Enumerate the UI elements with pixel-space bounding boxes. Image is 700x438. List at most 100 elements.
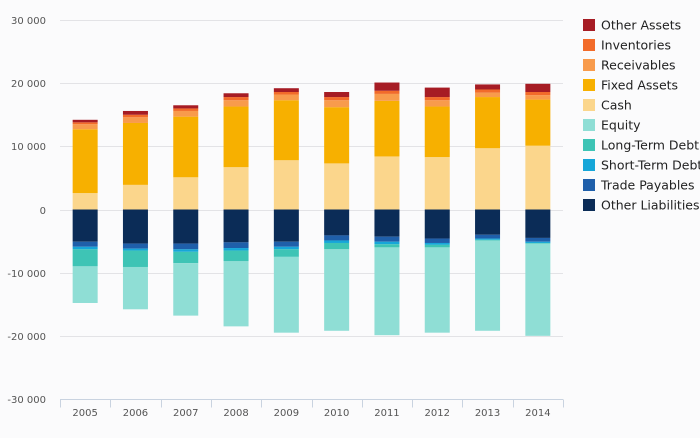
bar-segment <box>424 97 450 101</box>
bar-segment <box>122 243 148 249</box>
bar-segment <box>223 167 249 210</box>
bar-segment <box>324 92 350 98</box>
x-tick-label: 2014 <box>525 408 550 419</box>
bar-segment <box>424 247 450 333</box>
bar-segment <box>525 92 551 96</box>
bar-segment <box>122 122 148 185</box>
legend-swatch <box>583 39 595 51</box>
bar-segment <box>72 193 98 210</box>
bar-segment <box>374 93 400 101</box>
bar-segment <box>475 239 501 241</box>
bar-segment <box>122 110 148 115</box>
bar-segment <box>273 92 299 95</box>
axes: -30 000 -20 000 -10 000 0 10 000 20 000 30 000… <box>7 16 564 419</box>
bar-segment <box>122 209 148 244</box>
legend-label: Short-Term Debt <box>601 158 700 173</box>
bar-segment <box>223 261 249 327</box>
bar-segment <box>223 106 249 168</box>
legend-swatch <box>583 19 595 31</box>
bar-segment <box>223 97 249 101</box>
legend-label: Long-Term Debt <box>601 138 699 153</box>
y-tick-label: 0 <box>40 206 46 217</box>
legend-swatch <box>583 59 595 71</box>
bar-segment <box>475 84 501 90</box>
bar-segment <box>273 256 299 333</box>
x-tick-label: 2013 <box>475 408 500 419</box>
bar-segment <box>525 145 551 210</box>
bar-segment <box>374 241 400 245</box>
y-tick-label: -30 000 <box>7 395 46 406</box>
bar-segment <box>273 209 299 242</box>
bar-segment <box>324 100 350 108</box>
bar-segment <box>374 100 400 157</box>
bar-segment <box>424 244 450 248</box>
x-tick-label: 2010 <box>324 408 349 419</box>
bar-segment <box>525 241 551 243</box>
legend-swatch <box>583 119 595 131</box>
legend-swatch <box>583 79 595 91</box>
legend-label: Equity <box>601 118 641 133</box>
bar-segment <box>173 110 199 117</box>
bar-segment <box>374 90 400 94</box>
x-tick-label: 2005 <box>72 408 97 419</box>
bar-segment <box>273 241 299 247</box>
bar-segment <box>475 240 501 331</box>
bar-segment <box>374 82 400 91</box>
bar-segment <box>475 148 501 210</box>
bar-segment <box>223 100 249 107</box>
bar-segment <box>324 97 350 101</box>
bar-segment <box>72 119 98 123</box>
legend-swatch <box>583 199 595 211</box>
bar-segment <box>424 106 450 158</box>
bar-segment <box>424 157 450 210</box>
bar-segment <box>122 117 148 123</box>
bar-segment <box>72 122 98 125</box>
legend: Other Assets Inventories Receivables Fixed … <box>583 18 700 213</box>
legend-label: Other Liabilities <box>601 198 700 213</box>
bar-segment <box>273 100 299 161</box>
bar-segment <box>424 87 450 98</box>
bar-segment <box>273 88 299 93</box>
bar-segment <box>525 237 551 242</box>
bar-segment <box>374 236 400 242</box>
bar-segment <box>475 97 501 149</box>
bar-segment <box>525 83 551 93</box>
bar-segment <box>475 209 501 235</box>
bar-segment <box>525 99 551 146</box>
bar-segment <box>374 244 400 248</box>
bar-segment <box>173 249 199 252</box>
legend-label: Fixed Assets <box>601 78 678 93</box>
bar-segment <box>173 263 199 316</box>
bar-segment <box>324 242 350 250</box>
bar-segment <box>525 95 551 100</box>
bar-segment <box>72 266 98 303</box>
bar-segment <box>424 238 450 243</box>
x-tick-label: 2006 <box>123 408 148 419</box>
bar-segment <box>324 163 350 210</box>
bar-segment <box>72 124 98 130</box>
bar-segment <box>273 160 299 210</box>
bar-segment <box>324 240 350 243</box>
bar-segment <box>122 114 148 118</box>
bar-segment <box>173 105 199 109</box>
legend-label: Receivables <box>601 58 676 73</box>
bar-segment <box>173 209 199 244</box>
legend-label: Trade Payables <box>600 178 695 193</box>
bar-segment <box>273 94 299 101</box>
bar-segment <box>273 249 299 257</box>
bar-segment <box>173 177 199 210</box>
bar-segment <box>424 242 450 245</box>
y-tick-label: 10 000 <box>11 142 46 153</box>
bar-segment <box>173 108 199 111</box>
bar-segment <box>324 107 350 164</box>
bar-segment <box>223 209 249 243</box>
bar-segment <box>525 209 551 238</box>
legend-swatch <box>583 99 595 111</box>
x-tick-label: 2009 <box>274 408 299 419</box>
bar-segment <box>173 251 199 264</box>
bar-segment <box>223 242 249 249</box>
x-tick-label: 2008 <box>223 408 248 419</box>
bar-segment <box>374 156 400 210</box>
bar-segment <box>273 246 299 250</box>
bar-segment <box>173 116 199 178</box>
